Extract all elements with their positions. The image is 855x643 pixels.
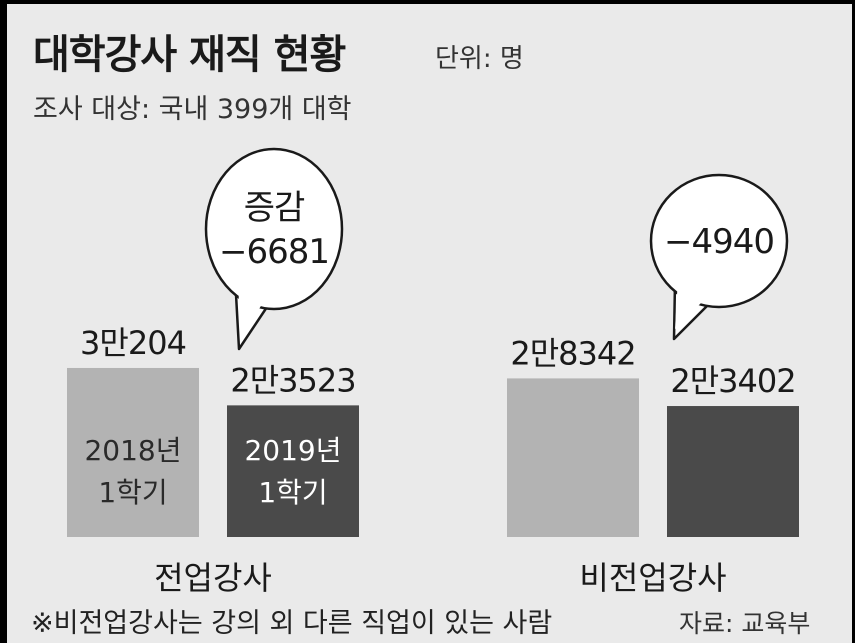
bar-fulltime-2019 [227, 405, 359, 537]
change-label-fulltime-line2: −6681 [219, 232, 329, 272]
change-bubble-fulltime [204, 147, 344, 311]
chart-title: 대학강사 재직 현황 [33, 32, 345, 78]
chart-panel: 대학강사 재직 현황 단위: 명 조사 대상: 국내 399개 대학 3만204… [7, 4, 852, 643]
footnote: ※비전업강사는 강의 외 다른 직업이 있는 사람 [31, 608, 552, 639]
series-label-2019-line1: 2019년 [244, 434, 341, 467]
series-label-2018-line1: 2018년 [84, 434, 181, 467]
value-label-fulltime-2018: 3만204 [80, 324, 186, 362]
bubble-tail-fill-fulltime [238, 272, 266, 339]
bar-fulltime-2018 [67, 367, 199, 537]
category-label-parttime: 비전업강사 [579, 559, 726, 597]
change-bubble-parttime [649, 173, 789, 309]
category-label-fulltime: 전업강사 [154, 559, 272, 597]
series-label-2019-line2: 1학기 [258, 476, 327, 509]
source-label: 자료: 교육부 [679, 609, 810, 638]
bar-chart: 대학강사 재직 현황 단위: 명 조사 대상: 국내 399개 대학 3만204… [31, 32, 810, 639]
unit-label: 단위: 명 [435, 44, 524, 74]
series-label-2018-line2: 1학기 [98, 476, 167, 509]
change-label-fulltime-line1: 증감 [244, 188, 305, 228]
chart-subtitle: 조사 대상: 국내 399개 대학 [33, 94, 352, 125]
bubble-tail-fill-parttime [675, 278, 704, 329]
value-label-fulltime-2019: 2만3523 [230, 361, 355, 399]
change-label-parttime-line1: −4940 [664, 222, 774, 262]
bar-parttime-2018 [507, 378, 639, 537]
value-label-parttime-2018: 2만8342 [510, 334, 635, 372]
bar-parttime-2019 [667, 406, 799, 537]
value-label-parttime-2019: 2만3402 [670, 362, 795, 400]
